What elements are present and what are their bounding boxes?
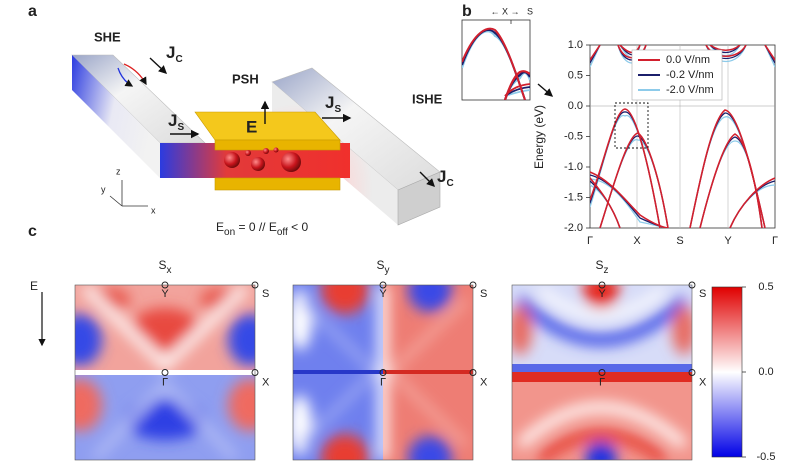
current-label: JS xyxy=(168,111,184,132)
current-label: JC xyxy=(166,43,183,64)
map-title: Sx xyxy=(158,258,171,275)
panel-label: b xyxy=(462,3,472,20)
panel-label: a xyxy=(28,3,37,20)
spin-texture-map xyxy=(293,285,473,460)
colorbar-tick-label: 0.5 xyxy=(758,281,773,293)
k-point xyxy=(598,369,606,376)
map-frame xyxy=(74,284,256,461)
band xyxy=(590,171,669,228)
psh-label: PSH xyxy=(232,71,259,86)
field-label: E xyxy=(246,117,257,136)
k-point xyxy=(251,369,259,376)
band xyxy=(705,45,747,58)
y-tick-label: 0.0 xyxy=(568,100,583,112)
k-point xyxy=(161,369,169,376)
x-tick-label: Γ xyxy=(772,235,778,247)
axis-label: z xyxy=(116,166,121,176)
spin-texture-map xyxy=(512,285,692,460)
title-sub: y xyxy=(385,265,390,276)
k-point xyxy=(161,281,169,289)
colorbar xyxy=(711,286,743,458)
y-tick-label: -1.0 xyxy=(564,161,583,173)
k-point-label: Γ xyxy=(162,376,168,388)
map-frame xyxy=(292,284,474,461)
title-symbol: S xyxy=(158,258,166,272)
k-point xyxy=(598,281,606,289)
legend-label: -2.0 V/nm xyxy=(666,84,714,96)
legend-label: -0.2 V/nm xyxy=(666,69,714,81)
band xyxy=(590,108,661,228)
band xyxy=(590,45,601,61)
band xyxy=(764,45,775,61)
inset-bands xyxy=(462,27,530,100)
k-point-label: X xyxy=(262,376,270,388)
current-label: JS xyxy=(325,93,341,114)
title-sub: z xyxy=(604,265,609,276)
ishe-label: ISHE xyxy=(412,91,443,106)
title-symbol: S xyxy=(376,258,384,272)
title-symbol: S xyxy=(595,258,603,272)
k-point-label: Y xyxy=(379,288,387,300)
k-point xyxy=(688,369,696,376)
k-point xyxy=(379,369,387,376)
x-tick-label: Γ xyxy=(587,235,593,247)
k-point xyxy=(688,281,696,289)
axis-label: x xyxy=(151,205,156,215)
y-tick-label: -2.0 xyxy=(564,222,583,234)
k-point-label: X xyxy=(480,376,488,388)
inset-k-label: S xyxy=(527,6,533,16)
y-tick-label: 1.0 xyxy=(568,39,583,51)
map-title: Sz xyxy=(595,258,608,275)
x-tick-label: X xyxy=(633,235,641,247)
band xyxy=(504,83,530,97)
field-label: E xyxy=(30,279,38,293)
k-point-label: Y xyxy=(161,288,169,300)
band xyxy=(590,177,621,228)
k-point xyxy=(469,369,477,376)
inset-k-label: ← X → xyxy=(490,6,519,16)
band xyxy=(503,70,530,100)
y-tick-label: 0.5 xyxy=(568,69,583,81)
bands xyxy=(590,45,775,228)
inset-arrow xyxy=(537,83,554,97)
panel-label: c xyxy=(28,223,37,240)
k-point-label: S xyxy=(480,288,487,300)
y-axis-label: Energy (eV) xyxy=(532,105,546,169)
condition-label: Eon = 0 // Eoff < 0 xyxy=(216,220,308,237)
y-tick-label: -1.5 xyxy=(564,191,583,203)
k-point-label: S xyxy=(699,288,706,300)
k-point xyxy=(469,281,477,289)
k-point xyxy=(251,281,259,289)
zoom-box xyxy=(614,102,649,149)
legend-label: 0.0 V/nm xyxy=(666,54,710,66)
map-title: Sy xyxy=(376,258,389,275)
title-sub: x xyxy=(167,265,172,276)
inset-k-label: Γ xyxy=(464,6,469,16)
k-point-label: S xyxy=(262,288,269,300)
axis-label: y xyxy=(101,184,106,194)
she-label: SHE xyxy=(94,29,121,44)
map-frame xyxy=(511,284,693,461)
k-point-label: Γ xyxy=(599,376,605,388)
device-schematic xyxy=(71,54,441,226)
band xyxy=(699,133,763,228)
current-label: JC xyxy=(437,167,454,188)
k-point-label: Γ xyxy=(380,376,386,388)
k-point-label: X xyxy=(699,376,707,388)
k-point-label: Y xyxy=(598,288,606,300)
colorbar-tick-label: 0.0 xyxy=(758,366,773,378)
x-tick-label: S xyxy=(676,235,683,247)
colorbar-tick-label: -0.5 xyxy=(757,451,776,463)
band xyxy=(709,45,741,52)
k-point xyxy=(379,281,387,289)
spin-texture-map xyxy=(75,285,255,460)
y-tick-label: -0.5 xyxy=(564,130,583,142)
band xyxy=(729,177,775,228)
x-tick-label: Y xyxy=(724,235,732,247)
